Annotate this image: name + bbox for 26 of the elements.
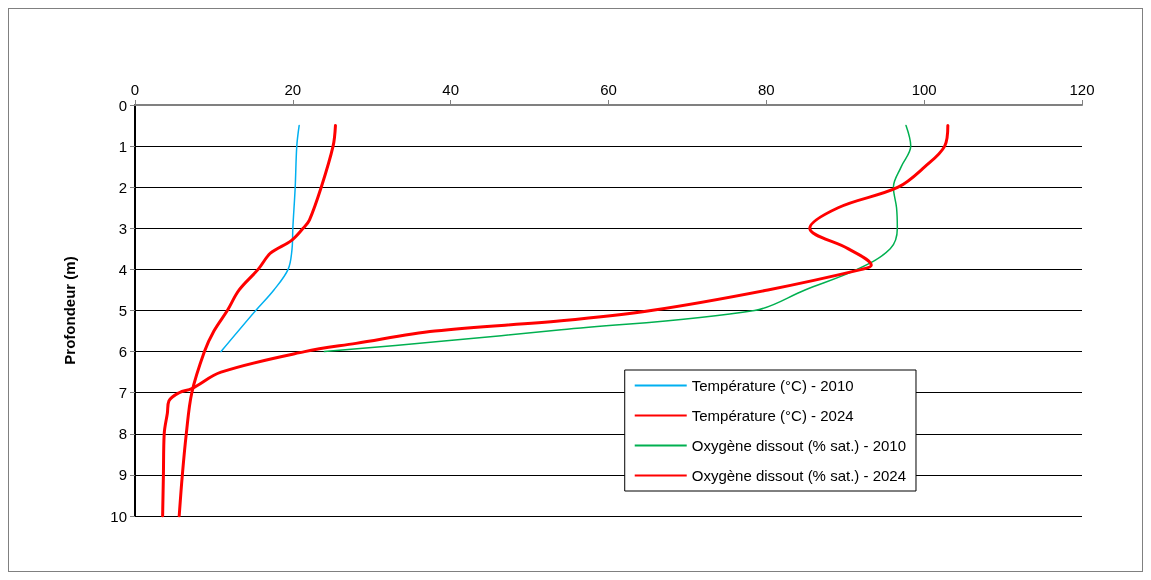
legend-label: Oxygène dissout (% sat.) - 2024 [691,467,907,484]
y-tick-label: 4 [118,260,127,278]
x-tick-label: 0 [130,81,140,98]
y-tick-label: 9 [118,466,127,484]
line-series [161,124,950,518]
legend-label: Température (°C) - 2024 [691,407,854,424]
line-series [323,124,912,353]
x-tick-label: 40 [442,81,460,98]
x-tick-label: 120 [1069,81,1095,98]
x-tick-label: 60 [600,81,617,98]
line-series [220,124,300,353]
y-tick-label: 8 [118,425,127,443]
x-tick-label: 20 [284,81,302,98]
x-tick-label: 100 [911,81,937,98]
y-tick-label: 0 [118,96,127,114]
y-tick-label: 7 [118,384,127,402]
y-tick-label: 6 [118,343,127,361]
y-tick-label: 10 [110,507,127,525]
y-axis-title: Profondeur (m) [61,256,78,365]
x-tick-label: 80 [757,81,775,98]
y-tick-label: 2 [118,178,127,196]
legend-label: Oxygène dissout (% sat.) - 2010 [691,437,907,454]
y-tick-label: 1 [118,137,127,155]
legend-label: Température (°C) - 2010 [691,377,854,394]
y-tick-label: 5 [118,302,127,319]
y-tick-label: 3 [118,219,127,237]
